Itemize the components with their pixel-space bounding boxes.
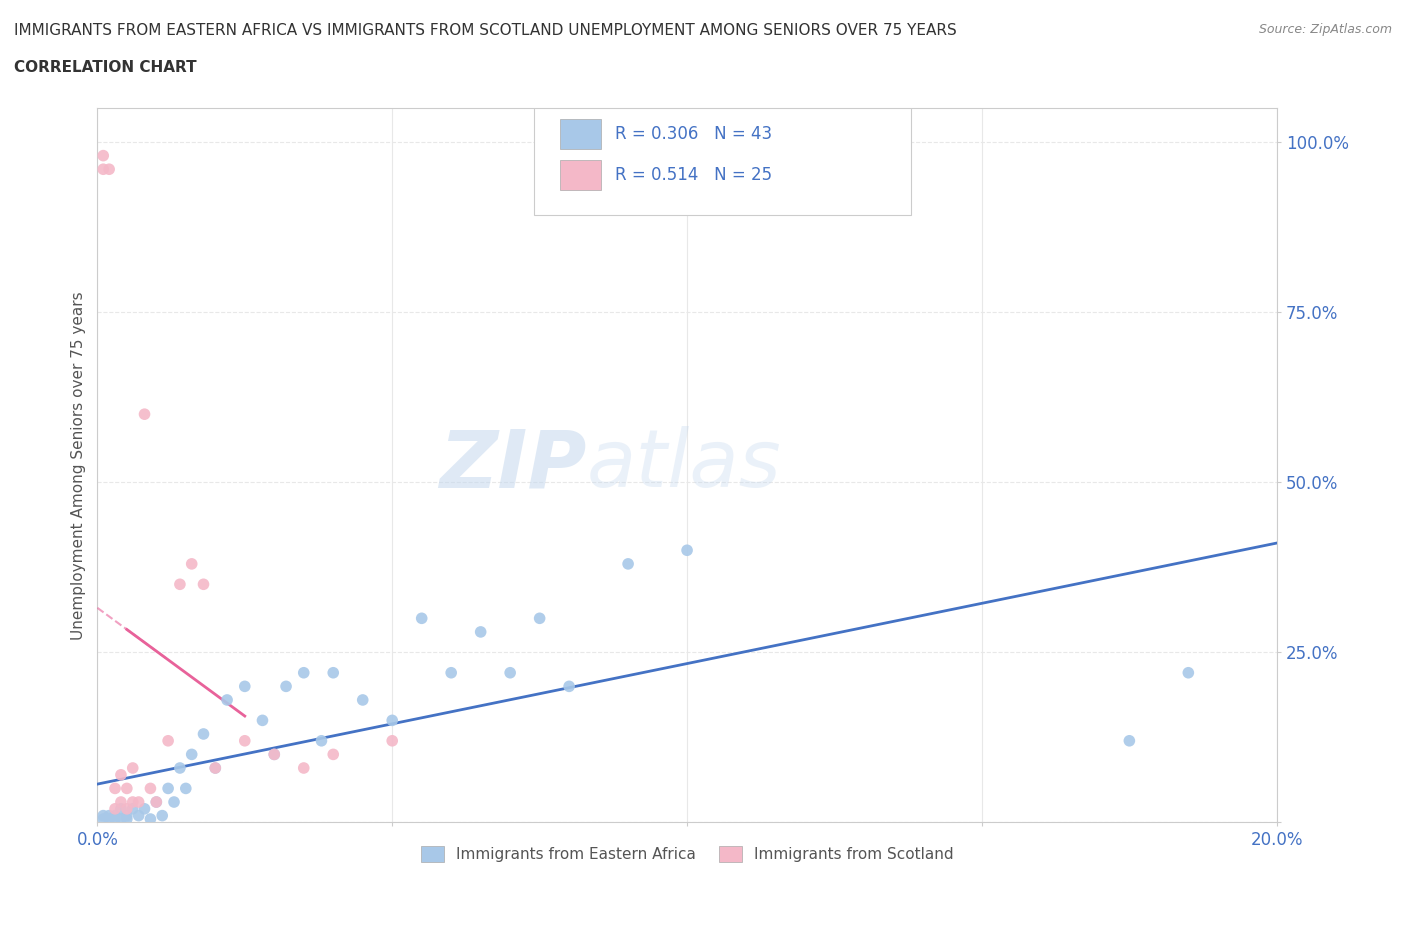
Point <box>180 556 202 571</box>
Point <box>145 794 167 809</box>
Point <box>98 812 121 827</box>
Point <box>98 162 121 177</box>
Point <box>104 781 127 796</box>
Point <box>157 734 180 749</box>
Point <box>263 747 285 762</box>
Point <box>322 665 344 680</box>
Point <box>145 794 167 809</box>
Point <box>169 761 191 776</box>
Point <box>110 794 132 809</box>
Point <box>157 781 180 796</box>
Point <box>180 747 202 762</box>
Text: CORRELATION CHART: CORRELATION CHART <box>14 60 197 75</box>
Point <box>322 747 344 762</box>
Point <box>128 794 150 809</box>
Point <box>128 808 150 823</box>
Point <box>1118 734 1140 749</box>
Point <box>411 611 433 626</box>
Point <box>274 679 297 694</box>
Point <box>115 802 138 817</box>
Point <box>139 812 162 827</box>
Text: ZIP: ZIP <box>440 426 586 504</box>
Point <box>311 734 333 749</box>
Point <box>499 665 522 680</box>
Point <box>115 808 138 823</box>
Point <box>470 624 492 639</box>
Point <box>91 148 114 163</box>
FancyBboxPatch shape <box>560 119 600 150</box>
Point <box>1177 665 1199 680</box>
Point <box>104 808 127 823</box>
Point <box>150 808 173 823</box>
Point <box>558 679 581 694</box>
Point <box>115 812 138 827</box>
Point <box>98 808 121 823</box>
Point <box>110 812 132 827</box>
Point <box>204 761 226 776</box>
Point <box>352 693 374 708</box>
Point <box>193 577 215 591</box>
Point <box>529 611 551 626</box>
FancyBboxPatch shape <box>560 160 600 190</box>
FancyBboxPatch shape <box>534 108 911 215</box>
Point <box>110 802 132 817</box>
Text: Source: ZipAtlas.com: Source: ZipAtlas.com <box>1258 23 1392 36</box>
Legend: Immigrants from Eastern Africa, Immigrants from Scotland: Immigrants from Eastern Africa, Immigran… <box>415 840 959 869</box>
Point <box>381 713 404 728</box>
Point <box>193 726 215 741</box>
Point <box>233 734 256 749</box>
Point <box>134 406 156 421</box>
Point <box>121 761 143 776</box>
Point <box>676 543 699 558</box>
Point <box>252 713 274 728</box>
Point <box>217 693 239 708</box>
Point <box>104 812 127 827</box>
Text: R = 0.306   N = 43: R = 0.306 N = 43 <box>616 126 772 143</box>
Point <box>174 781 197 796</box>
Text: R = 0.514   N = 25: R = 0.514 N = 25 <box>616 166 772 184</box>
Point <box>381 734 404 749</box>
Point <box>233 679 256 694</box>
Point <box>91 162 114 177</box>
Point <box>169 577 191 591</box>
Point <box>91 808 114 823</box>
Point <box>115 781 138 796</box>
Point <box>163 794 186 809</box>
Point <box>110 767 132 782</box>
Point <box>204 761 226 776</box>
Point <box>91 812 114 827</box>
Text: atlas: atlas <box>586 426 782 504</box>
Point <box>292 665 315 680</box>
Point <box>292 761 315 776</box>
Point <box>617 556 640 571</box>
Text: IMMIGRANTS FROM EASTERN AFRICA VS IMMIGRANTS FROM SCOTLAND UNEMPLOYMENT AMONG SE: IMMIGRANTS FROM EASTERN AFRICA VS IMMIGR… <box>14 23 957 38</box>
Y-axis label: Unemployment Among Seniors over 75 years: Unemployment Among Seniors over 75 years <box>72 291 86 640</box>
Point <box>139 781 162 796</box>
Point <box>104 802 127 817</box>
Point <box>121 794 143 809</box>
Point <box>121 802 143 817</box>
Point <box>134 802 156 817</box>
Point <box>440 665 463 680</box>
Point <box>263 747 285 762</box>
